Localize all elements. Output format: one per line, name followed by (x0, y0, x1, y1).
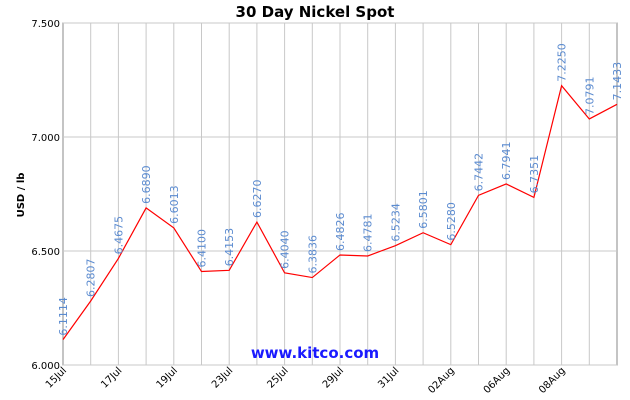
value-label: 6.4826 (334, 212, 347, 251)
value-label: 6.7351 (528, 155, 541, 194)
value-label: 6.4675 (112, 216, 125, 255)
value-label: 6.5234 (389, 203, 402, 242)
value-label: 6.4153 (223, 228, 236, 267)
value-label: 6.1114 (57, 297, 70, 336)
value-label: 7.2250 (556, 43, 569, 82)
value-label: 6.5280 (445, 202, 458, 241)
x-tick-label: 29Jul (321, 365, 346, 390)
x-tick-label: 08Aug (537, 365, 568, 396)
value-label: 6.4100 (196, 229, 209, 268)
value-label: 7.0791 (583, 76, 596, 115)
y-tick-label: 6.000 (31, 361, 60, 372)
y-tick-label: 6.500 (31, 247, 60, 258)
x-tick-label: 31Jul (376, 365, 401, 390)
value-label: 6.7941 (500, 141, 513, 180)
x-tick-label: 19Jul (155, 365, 180, 390)
value-label: 6.4781 (362, 213, 375, 252)
x-tick-label: 25Jul (265, 365, 290, 390)
y-tick-label: 7.500 (31, 19, 60, 30)
value-label: 6.6270 (251, 180, 264, 219)
value-label: 6.6013 (168, 185, 181, 224)
value-label: 6.7442 (473, 153, 486, 192)
x-tick-label: 23Jul (210, 365, 235, 390)
x-tick-label: 02Aug (426, 365, 457, 396)
value-label: 7.1433 (611, 62, 624, 101)
x-tick-label: 06Aug (482, 365, 513, 396)
annotation: www.kitco.com (251, 344, 379, 362)
line-series (62, 84, 618, 340)
value-label: 6.4040 (279, 230, 292, 269)
x-tick-label: 17Jul (99, 365, 124, 390)
value-label: 6.3836 (306, 235, 319, 274)
value-label: 6.5801 (417, 190, 430, 229)
chart-title: 30 Day Nickel Spot (236, 3, 395, 21)
value-label: 6.2807 (85, 259, 98, 298)
value-label: 6.6890 (140, 165, 153, 204)
y-axis-label: USD / lb (16, 173, 27, 218)
y-tick-label: 7.000 (31, 133, 60, 144)
